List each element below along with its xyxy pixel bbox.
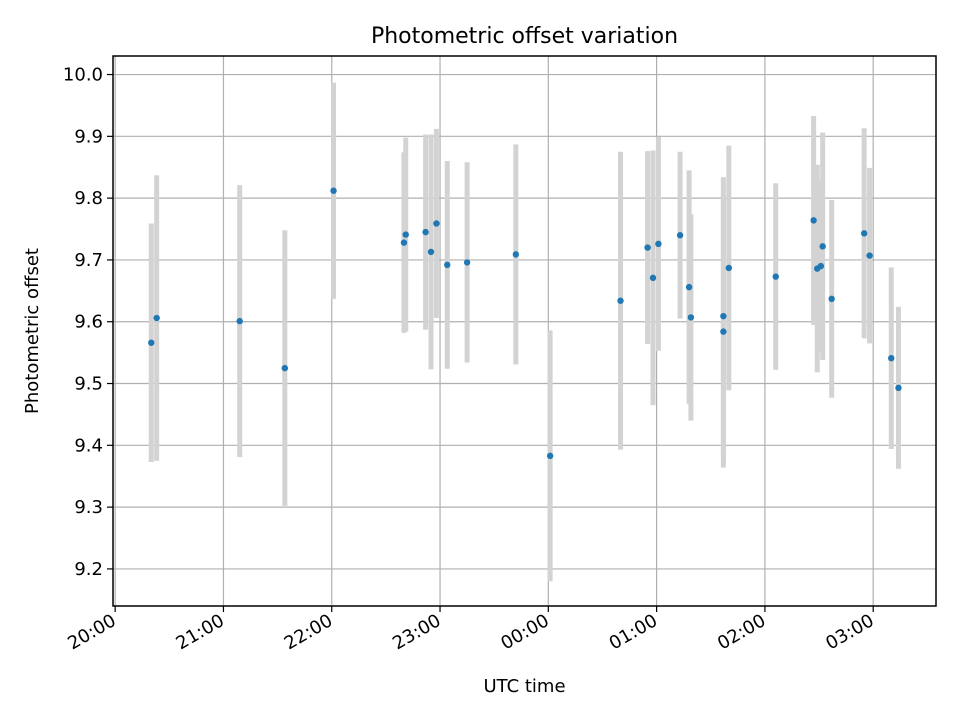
y-tick-label: 9.6 [74, 312, 103, 333]
data-point [402, 231, 409, 238]
y-axis-label: Photometric offset [22, 248, 43, 414]
data-point [720, 328, 727, 335]
y-tick-label: 9.8 [74, 188, 103, 209]
data-point [236, 317, 243, 325]
data-point [463, 259, 471, 266]
data-point [676, 232, 684, 239]
data-point [772, 273, 779, 280]
data-point [725, 264, 733, 272]
data-point [655, 240, 662, 248]
y-tick-label: 9.7 [74, 250, 103, 271]
data-point [810, 217, 817, 224]
data-point [860, 230, 868, 237]
data-point [685, 283, 693, 291]
x-tick-label: 03:00 [822, 610, 877, 654]
data-point [817, 262, 825, 270]
error-bars [148, 82, 901, 582]
y-axis: 9.2 9.3 9.4 9.5 9.6 9.7 9.8 9.9 10.0 [63, 65, 113, 580]
y-tick-label: 9.5 [74, 374, 103, 395]
data-point [828, 295, 835, 303]
x-tick-label: 01:00 [606, 610, 661, 654]
chart-title: Photometric offset variation [371, 24, 678, 49]
x-axis-label: UTC time [483, 676, 565, 697]
data-point [433, 220, 440, 227]
data-point [153, 314, 160, 322]
data-point [617, 297, 624, 304]
data-point [427, 248, 435, 256]
data-point [649, 274, 657, 282]
x-tick-label: 02:00 [714, 610, 769, 654]
y-tick-label: 9.3 [74, 497, 103, 518]
x-tick-label: 22:00 [281, 610, 336, 654]
data-point [422, 228, 429, 236]
data-point [148, 339, 155, 346]
data-points [148, 187, 902, 460]
data-point [546, 452, 554, 460]
plot-frame [112, 55, 937, 607]
data-point [888, 354, 895, 362]
y-tick-label: 9.4 [74, 435, 103, 456]
y-tick-label: 9.2 [74, 559, 103, 580]
data-point [644, 244, 651, 251]
data-point [720, 312, 727, 320]
data-point [687, 314, 695, 321]
data-point [400, 239, 408, 246]
data-point [330, 187, 337, 194]
data-point [444, 261, 451, 269]
x-tick-label: 20:00 [64, 610, 119, 654]
y-tick-label: 10.0 [63, 65, 103, 86]
x-tick-label: 23:00 [389, 610, 444, 654]
x-tick-label: 21:00 [173, 610, 228, 654]
data-point [819, 243, 826, 250]
x-tick-label: 00:00 [497, 610, 552, 654]
y-tick-label: 9.9 [74, 126, 103, 147]
x-axis: 20:00 21:00 22:00 23:00 00:00 01:00 02:00 03:00 [64, 606, 878, 654]
data-point [866, 252, 873, 259]
data-point [895, 384, 902, 392]
data-point [512, 251, 520, 258]
data-point [281, 364, 289, 372]
